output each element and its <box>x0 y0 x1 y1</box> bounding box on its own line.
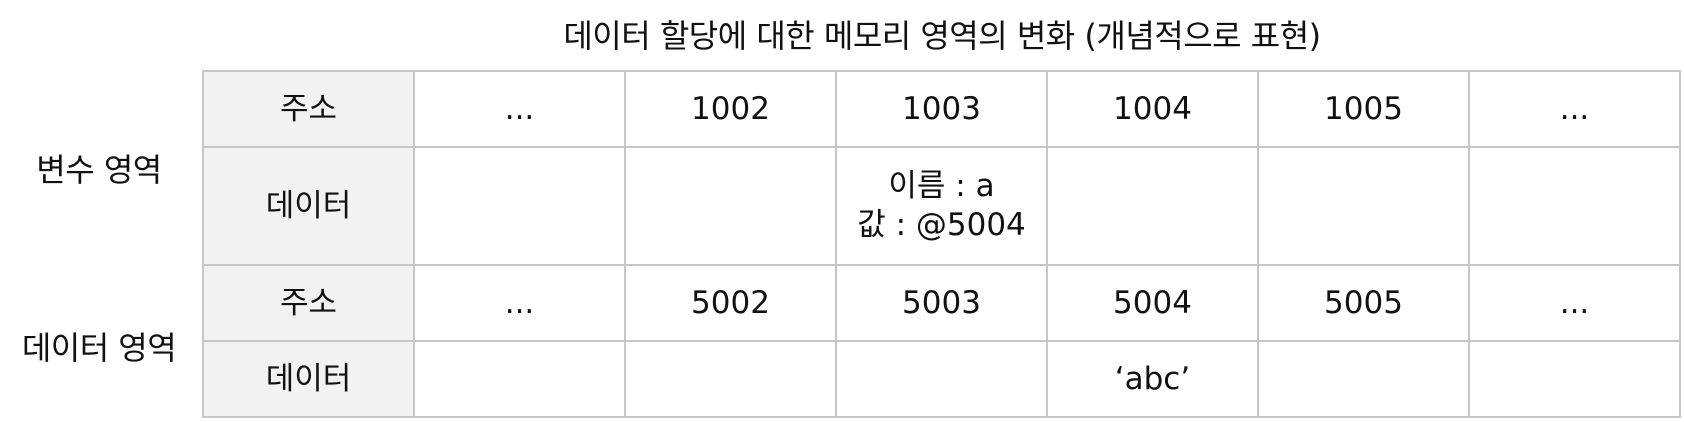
data-area-label: 데이터 영역 <box>21 329 177 367</box>
variable-a-cell: 이름 : a 값 : @5004 <box>835 146 1048 266</box>
memory-table: 주소 ... 1002 1003 1004 1005 ... 데이터 이름 : … <box>202 70 1681 418</box>
address-cell: ... <box>413 264 626 342</box>
abc-value-cell: ‘abc’ <box>1046 340 1259 418</box>
address-header: 주소 <box>202 70 415 148</box>
data-cell <box>1257 340 1470 418</box>
data-cell <box>624 146 837 266</box>
variable-name-text: 이름 : a <box>888 168 995 205</box>
data-cell <box>835 340 1048 418</box>
variable-address-row: 주소 ... 1002 1003 1004 1005 ... <box>202 70 1681 148</box>
address-cell: 5003 <box>835 264 1048 342</box>
data-header: 데이터 <box>202 340 415 418</box>
data-cell <box>1468 146 1681 266</box>
data-header: 데이터 <box>202 146 415 266</box>
variable-area-label: 변수 영역 <box>36 151 162 189</box>
address-cell: 1004 <box>1046 70 1259 148</box>
address-cell: 5005 <box>1257 264 1470 342</box>
address-cell: 1002 <box>624 70 837 148</box>
data-cell <box>413 146 626 266</box>
address-cell: 5002 <box>624 264 837 342</box>
address-header: 주소 <box>202 264 415 342</box>
data-cell <box>413 340 626 418</box>
data-address-row: 주소 ... 5002 5003 5004 5005 ... <box>202 264 1681 342</box>
variable-data-row: 데이터 이름 : a 값 : @5004 <box>202 146 1681 266</box>
data-cell <box>1257 146 1470 266</box>
data-cell <box>1468 340 1681 418</box>
diagram-title: 데이터 할당에 대한 메모리 영역의 변화 (개념적으로 표현) <box>563 17 1321 55</box>
data-cell <box>1046 146 1259 266</box>
data-data-row: 데이터 ‘abc’ <box>202 340 1681 418</box>
variable-value-text: 값 : @5004 <box>857 207 1026 243</box>
address-cell: ... <box>413 70 626 148</box>
address-cell: 1003 <box>835 70 1048 148</box>
address-cell: ... <box>1468 70 1681 148</box>
address-cell: ... <box>1468 264 1681 342</box>
address-cell: 1005 <box>1257 70 1470 148</box>
address-cell: 5004 <box>1046 264 1259 342</box>
data-cell <box>624 340 837 418</box>
